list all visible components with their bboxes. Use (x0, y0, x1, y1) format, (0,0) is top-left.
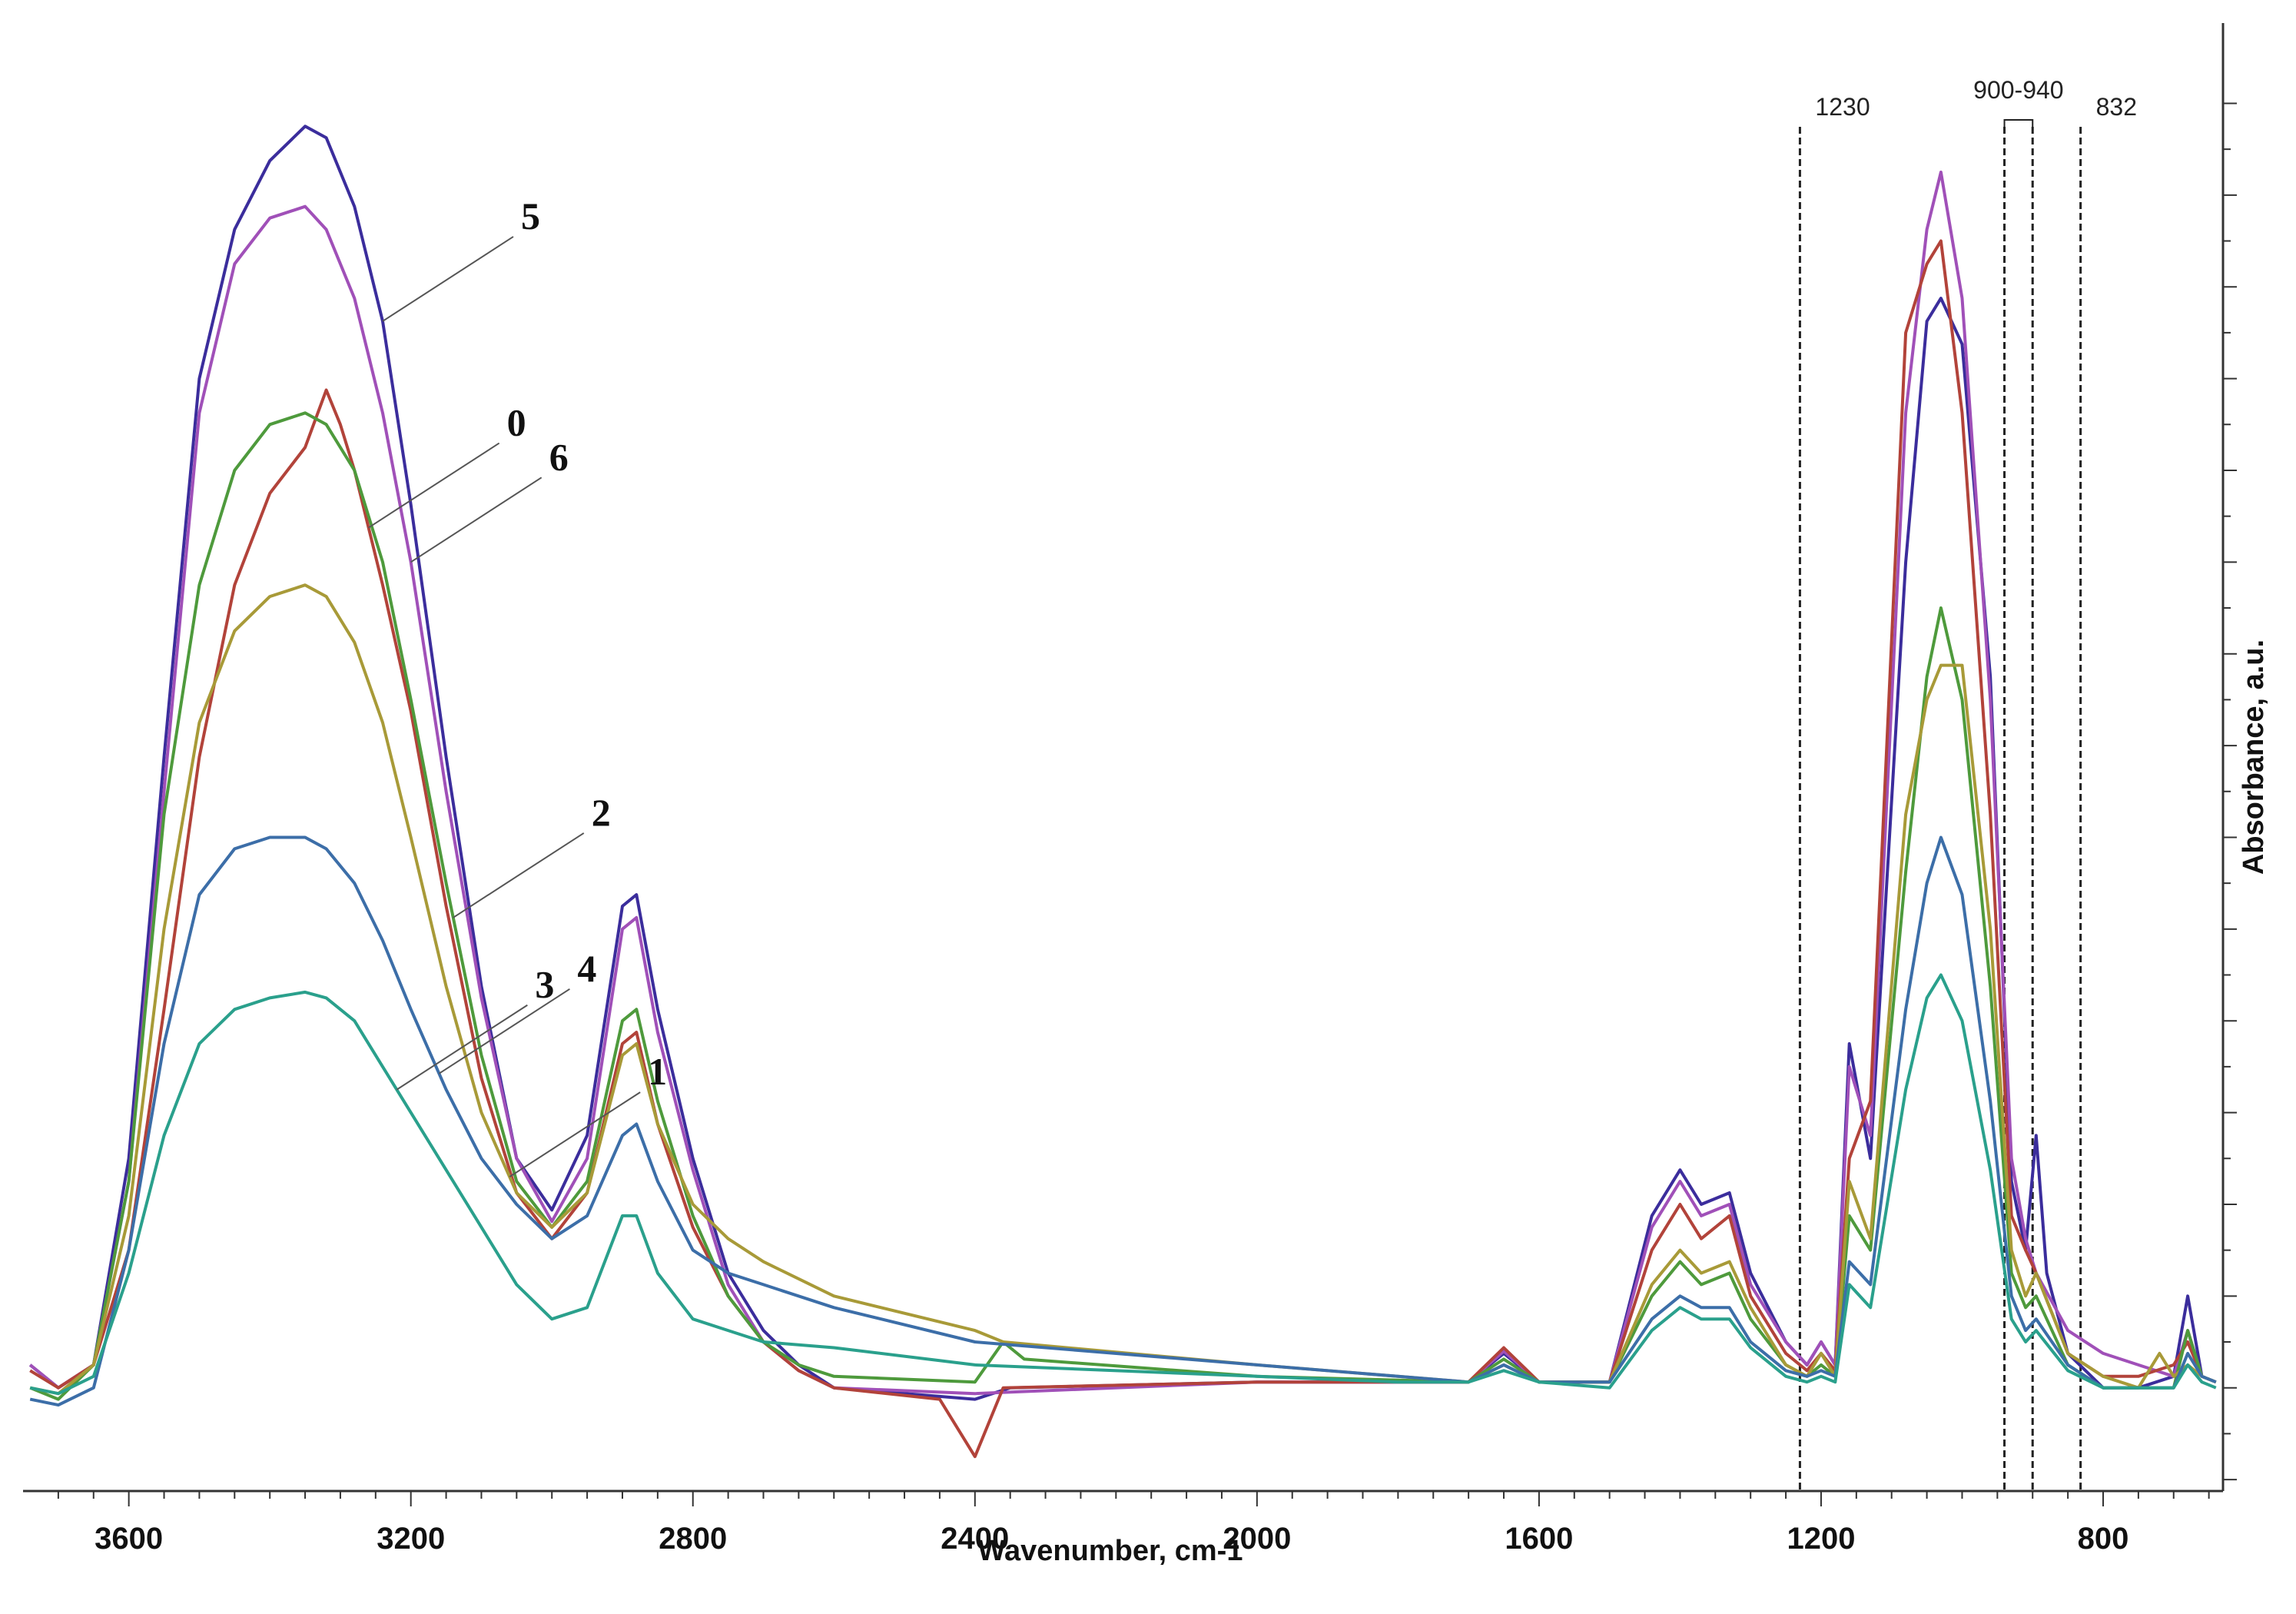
curve-label-leader (509, 1091, 641, 1177)
marker-bracket (2003, 119, 2034, 129)
curve-label: 4 (577, 947, 596, 990)
curve-label-leader (438, 988, 570, 1074)
curve-label: 0 (507, 401, 526, 444)
curve-label-leader (396, 1004, 528, 1091)
series-line-6 (28, 171, 2217, 1396)
spectrum-series (28, 125, 2217, 1459)
x-tick-label: 3600 (95, 1522, 163, 1556)
x-tick-label: 2800 (659, 1522, 727, 1556)
curve-label: 6 (549, 435, 569, 478)
curve-label-leader (382, 236, 514, 322)
series-line-4 (29, 835, 2217, 1407)
x-axis-title: Wavenumber, cm-1 (978, 1535, 1243, 1567)
marker-label: 832 (2096, 93, 2137, 121)
curve-label: 5 (521, 194, 540, 237)
curve-label-leader (368, 442, 500, 529)
series-line-0 (29, 239, 2217, 1459)
curve-label: 2 (592, 791, 611, 834)
curve-labels: 5 60 2 1 43 (368, 194, 667, 1177)
curve-label: 3 (535, 963, 554, 1006)
marker-label: 1230 (1815, 93, 1870, 121)
y-axis-title: Absorbance, a.u. (2238, 639, 2270, 875)
axes: Wavenumber, cm-1 Absorbance, a.u. 3600 32… (23, 23, 2270, 1567)
curve-label: 1 (648, 1050, 667, 1093)
series-line-3 (29, 973, 2217, 1396)
series-line-2 (29, 411, 2217, 1401)
x-tick-label: 2000 (1223, 1522, 1291, 1556)
x-tick-label: 3200 (377, 1522, 445, 1556)
reference-markers: 1230 900-940 832 (1798, 76, 2137, 1491)
x-tick-label: 1600 (1505, 1522, 1573, 1556)
x-tick-label: 2400 (941, 1522, 1009, 1556)
curve-label-leader (410, 477, 542, 563)
marker-label: 900-940 (1973, 76, 2063, 104)
x-tick-label: 1200 (1787, 1522, 1855, 1556)
curve-label-leader (453, 832, 585, 918)
x-tick-label: 800 (2078, 1522, 2129, 1556)
